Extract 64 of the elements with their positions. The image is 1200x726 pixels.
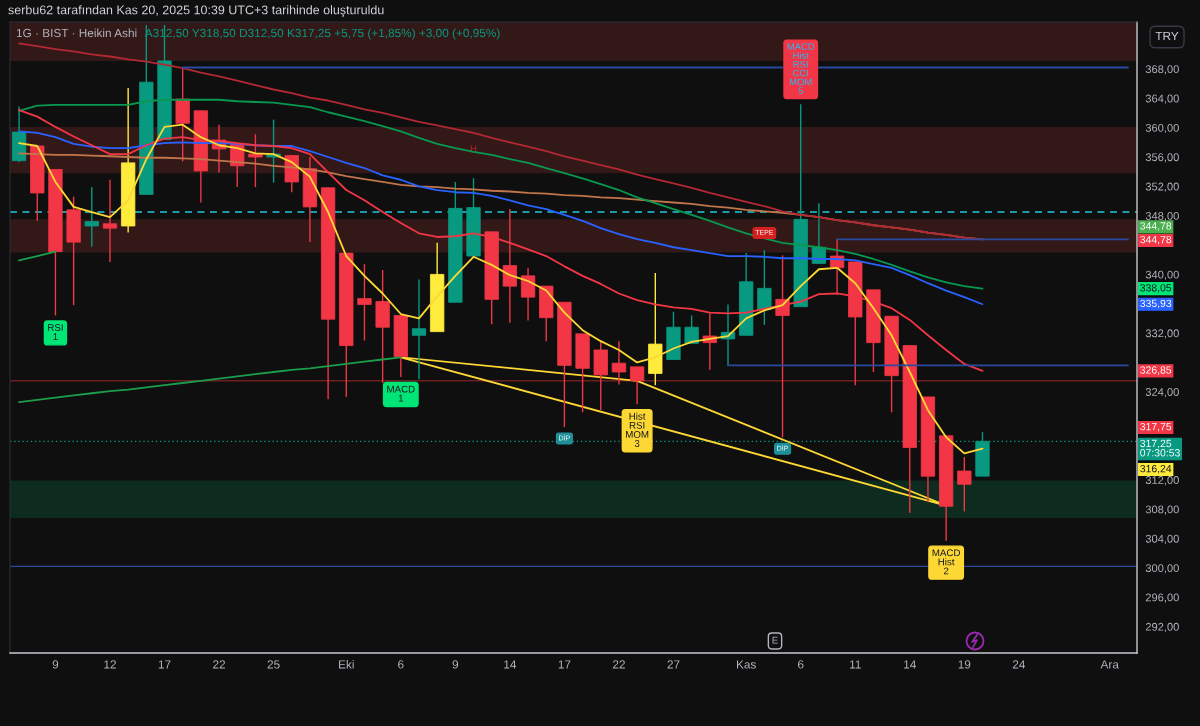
annotation: 326,85 [1140,366,1172,375]
line-series [18,98,984,290]
x-tick-label: Kas [736,660,756,669]
x-tick-label: 14 [504,660,517,669]
candlestick [957,456,972,513]
y-tick-label: 368,00 [1145,65,1179,75]
candlestick [502,208,518,324]
y-tick-label: 296,00 [1145,593,1179,603]
candlestick [84,186,99,248]
candlestick [357,263,372,342]
y-tick-label: 300,00 [1145,564,1179,574]
candlestick [629,366,645,405]
y-tick-label: 324,00 [1145,388,1179,398]
x-tick-label: 25 [267,660,280,669]
x-tick-label: 27 [667,660,680,669]
candlestick [611,340,627,386]
annotation: 338,05 [1140,284,1172,293]
annotation: RSI 1 [48,324,63,340]
text: 317,25 07:30:53 [1140,439,1180,457]
x-tick-label: 17 [158,660,171,669]
y-tick-label: 304,00 [1145,534,1179,544]
x-tick-label: Ara [1100,660,1119,669]
annotation: MACD 1 [387,385,415,402]
candlestick [248,133,263,188]
y-tick-label: 340,00 [1145,270,1179,280]
x-tick-label: 11 [850,660,861,669]
text: 344,78 [1140,222,1172,231]
y-tick-label: 352,00 [1145,182,1179,192]
text: serbu62 tarafından Kas 20, 2025 10:39 UTC+3 tarihinde oluşturuldu [8,5,384,17]
annotation: Hist RSI MOM 3 [626,412,649,447]
text: 316,24 [1140,464,1172,474]
y-tick-label: 332,00 [1145,329,1179,339]
y-tick-label: 312,00 [1145,476,1179,486]
chart-title: 1G · BIST · Heikin Ashi [16,28,137,38]
x-tick-label: Eki [339,659,354,669]
x-tick-label: 22 [213,660,226,669]
x-tick-label: 24 [1012,660,1026,669]
x-tick-label: 19 [958,660,971,669]
x-tick-label: 14 [904,660,916,669]
y-tick-label: 364,00 [1145,94,1179,104]
annotation: MACD Hist 2 [932,549,960,575]
x-tick-label: 22 [612,660,625,669]
x-tick-label: 9 [52,660,59,669]
x-tick-label: 6 [798,660,804,669]
y-tick-label: 292,00 [1145,622,1179,633]
annotation: 335,93 [1140,299,1172,309]
x-tick-label: 17 [558,660,571,669]
annotation: E [772,636,778,644]
y-tick-label: 360,00 [1145,123,1179,134]
text: 317,75 [1140,422,1172,432]
candlestick [684,314,699,345]
y-tick-label: 348,00 [1145,211,1179,222]
annotation: 344,78 [1140,235,1172,245]
x-tick-label: 6 [398,660,404,669]
candlestick [102,179,118,263]
candlestick [411,278,427,381]
y-tick-label: 356,00 [1145,153,1179,163]
annotation: MACD Hist RSI CCI MOM 5 [787,43,815,94]
x-tick-label: 12 [104,660,116,669]
text: TRY [1155,31,1179,41]
candlestick [520,267,536,322]
candlestick [757,249,772,326]
x-tick-label: 9 [452,660,459,669]
y-tick-label: 308,00 [1145,505,1179,515]
